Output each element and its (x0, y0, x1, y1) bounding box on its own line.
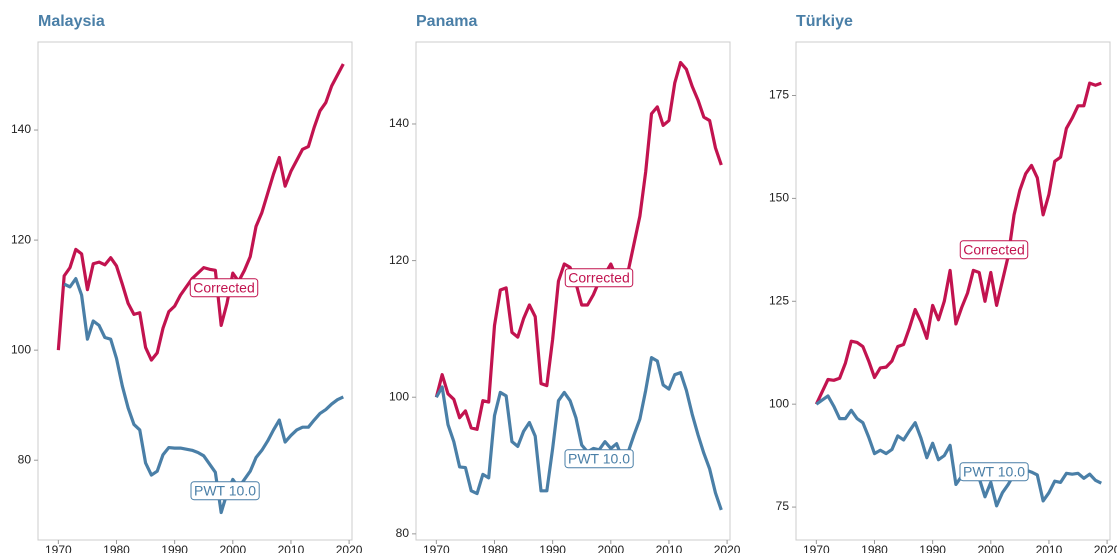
x-tick-label: 2000 (977, 543, 1004, 553)
y-tick-label: 125 (769, 293, 789, 307)
series-line (63, 277, 344, 515)
series-label: Corrected (189, 278, 259, 298)
x-tick-label: 2010 (1036, 543, 1063, 553)
x-tick-label: 1980 (103, 543, 130, 553)
series-line (434, 356, 723, 511)
series-label: PWT 10.0 (959, 462, 1029, 482)
plot-frame (415, 41, 731, 541)
plot-frame (795, 41, 1111, 541)
series-label: Corrected (564, 268, 634, 288)
y-tick-label: 100 (769, 396, 789, 410)
y-tick-label: 80 (18, 452, 32, 466)
series-line (815, 394, 1102, 508)
x-tick-label: 1970 (803, 543, 830, 553)
series-label: PWT 10.0 (564, 449, 634, 469)
x-tick-label: 1970 (423, 543, 450, 553)
y-tick-label: 100 (11, 342, 31, 356)
x-tick-label: 1990 (539, 543, 566, 553)
series-label: PWT 10.0 (190, 481, 260, 501)
legend-label: PWT 10.0 (194, 483, 256, 499)
panel-title: Türkiye (796, 13, 853, 30)
panel-title: Malaysia (38, 13, 105, 30)
x-tick-label: 1990 (919, 543, 946, 553)
label-box (189, 278, 259, 298)
label-box (564, 449, 634, 469)
label-box (959, 462, 1029, 482)
legend-label: Corrected (963, 242, 1024, 258)
legend-label: PWT 10.0 (568, 451, 630, 467)
series-line (814, 81, 1102, 405)
label-box (190, 481, 260, 501)
y-tick-label: 140 (11, 122, 31, 136)
label-box (564, 268, 634, 288)
x-tick-label: 2020 (714, 543, 741, 553)
x-tick-label: 1970 (45, 543, 72, 553)
y-tick-label: 150 (769, 191, 789, 205)
x-tick-label: 2010 (656, 543, 683, 553)
legend-label: Corrected (568, 270, 629, 286)
legend-label: PWT 10.0 (963, 464, 1025, 480)
label-box (959, 240, 1029, 260)
y-tick-label: 140 (389, 116, 409, 130)
x-tick-label: 2020 (1094, 543, 1117, 553)
y-tick-label: 75 (776, 499, 790, 513)
y-tick-label: 120 (11, 232, 31, 246)
series-label: Corrected (959, 240, 1029, 260)
x-tick-label: 1980 (481, 543, 508, 553)
y-tick-label: 120 (389, 253, 409, 267)
y-tick-label: 100 (389, 389, 409, 403)
x-tick-label: 2010 (278, 543, 305, 553)
x-tick-label: 2000 (219, 543, 246, 553)
x-tick-label: 2020 (336, 543, 363, 553)
series-line (434, 60, 723, 431)
y-tick-label: 175 (769, 88, 789, 102)
legend-label: Corrected (193, 280, 254, 296)
x-tick-label: 1980 (861, 543, 888, 553)
x-tick-label: 2000 (597, 543, 624, 553)
x-tick-label: 1990 (161, 543, 188, 553)
series-line (56, 63, 345, 362)
plot-frame (37, 41, 353, 541)
panel-title: Panama (416, 13, 477, 30)
y-tick-label: 80 (396, 526, 410, 540)
